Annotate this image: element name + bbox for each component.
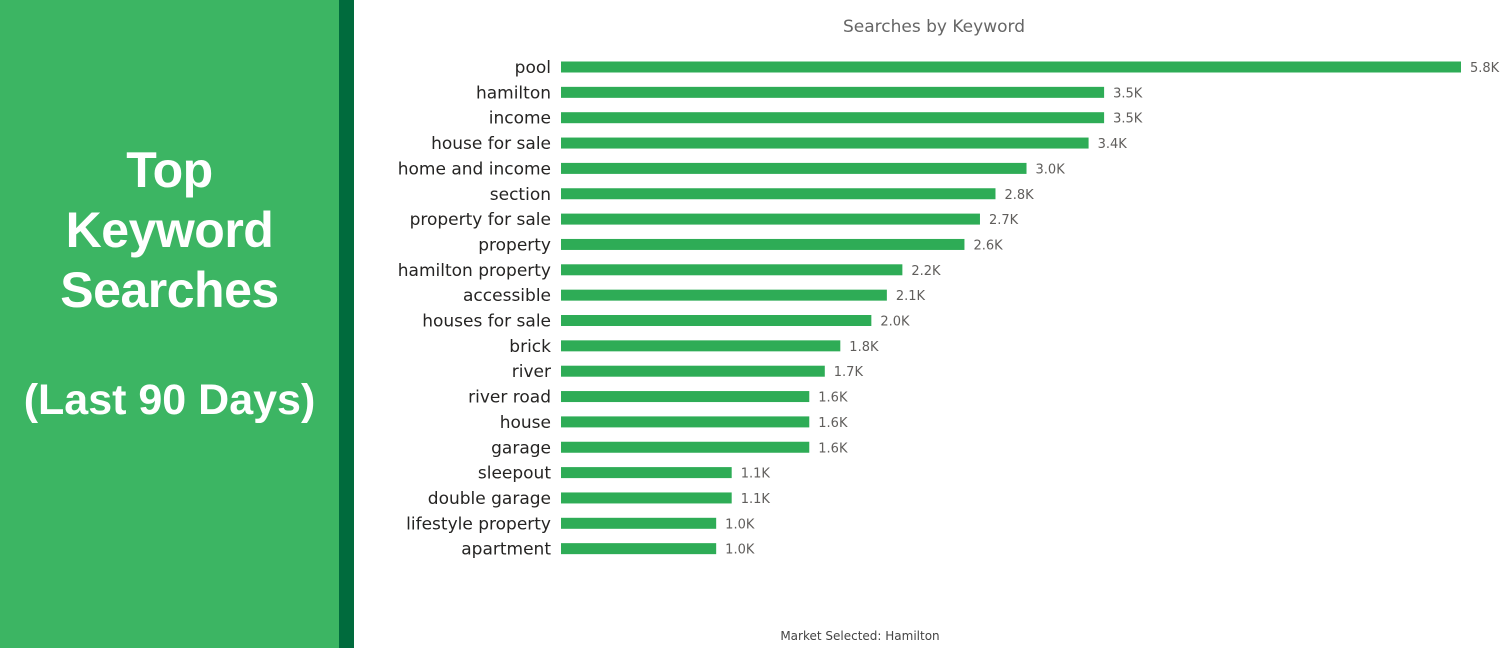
value-label: 2.0K bbox=[880, 315, 910, 330]
category-label: lifestyle property bbox=[406, 514, 551, 534]
value-label: 1.6K bbox=[818, 391, 848, 406]
bar[interactable] bbox=[561, 416, 810, 428]
sidebar-accent-stripe bbox=[339, 0, 354, 648]
category-label: river road bbox=[468, 388, 551, 408]
category-label: sleepout bbox=[478, 464, 551, 484]
value-label: 2.6K bbox=[973, 238, 1003, 253]
category-label: property bbox=[478, 235, 551, 255]
value-label: 3.5K bbox=[1113, 112, 1143, 127]
bar[interactable] bbox=[561, 492, 732, 504]
value-label: 1.1K bbox=[741, 492, 771, 507]
category-label: property for sale bbox=[410, 210, 551, 230]
bar[interactable] bbox=[561, 188, 996, 200]
category-label: garage bbox=[491, 438, 551, 458]
value-label: 3.0K bbox=[1036, 162, 1066, 177]
bar[interactable] bbox=[561, 238, 965, 250]
bar-chart: Searches by Keyword pool 5.8K hamilton 3.5K… bbox=[398, 17, 1500, 643]
category-label: accessible bbox=[463, 286, 551, 306]
sidebar-panel: Top Keyword Searches (Last 90 Days) bbox=[0, 0, 339, 648]
bar[interactable] bbox=[561, 517, 717, 529]
value-label: 3.4K bbox=[1098, 137, 1128, 152]
bar[interactable] bbox=[561, 137, 1089, 149]
sidebar-title-line: Searches bbox=[60, 262, 279, 318]
value-label: 1.8K bbox=[849, 340, 879, 355]
value-label: 1.1K bbox=[741, 467, 771, 482]
bar[interactable] bbox=[561, 543, 717, 555]
bar[interactable] bbox=[561, 467, 732, 479]
value-label: 1.0K bbox=[725, 543, 755, 558]
value-label: 1.7K bbox=[834, 365, 864, 380]
market-selected-text: Market Selected: Hamilton bbox=[780, 629, 939, 643]
value-label: 2.7K bbox=[989, 213, 1019, 228]
category-label: house bbox=[500, 413, 551, 433]
category-label: apartment bbox=[461, 540, 551, 560]
category-label: income bbox=[489, 109, 551, 129]
value-label: 2.8K bbox=[1004, 188, 1034, 203]
category-label: pool bbox=[515, 58, 551, 78]
value-label: 1.0K bbox=[725, 517, 755, 532]
bar[interactable] bbox=[561, 213, 980, 225]
value-label: 1.6K bbox=[818, 441, 848, 456]
bars-group: pool 5.8K hamilton 3.5K income 3.5K house for … bbox=[398, 58, 1500, 560]
value-label: 1.6K bbox=[818, 416, 848, 431]
category-label: hamilton bbox=[476, 83, 551, 103]
bar[interactable] bbox=[561, 441, 810, 453]
sidebar-title-line: Top bbox=[126, 142, 213, 198]
bar[interactable] bbox=[561, 340, 841, 352]
category-label: home and income bbox=[398, 159, 551, 179]
category-label: section bbox=[490, 185, 551, 205]
sidebar-subtitle: (Last 90 Days) bbox=[23, 376, 316, 424]
bar[interactable] bbox=[561, 162, 1027, 174]
bar[interactable] bbox=[561, 264, 903, 276]
value-label: 2.1K bbox=[896, 289, 926, 304]
value-label: 5.8K bbox=[1470, 61, 1500, 76]
sidebar-title-line: Keyword bbox=[65, 202, 274, 258]
bar[interactable] bbox=[561, 289, 887, 301]
category-label: hamilton property bbox=[398, 261, 551, 281]
chart-title: Searches by Keyword bbox=[843, 17, 1025, 37]
bar[interactable] bbox=[561, 61, 1461, 73]
bar[interactable] bbox=[561, 315, 872, 326]
bar[interactable] bbox=[561, 391, 810, 403]
bar[interactable] bbox=[561, 86, 1105, 98]
category-label: house for sale bbox=[431, 134, 551, 154]
sidebar-title: Top Keyword Searches bbox=[0, 140, 339, 320]
category-label: double garage bbox=[428, 489, 551, 509]
bar[interactable] bbox=[561, 365, 825, 377]
value-label: 3.5K bbox=[1113, 86, 1143, 101]
bar[interactable] bbox=[561, 112, 1105, 124]
category-label: river bbox=[512, 362, 551, 382]
category-label: houses for sale bbox=[422, 312, 551, 332]
category-label: brick bbox=[509, 337, 551, 357]
value-label: 2.2K bbox=[911, 264, 941, 279]
